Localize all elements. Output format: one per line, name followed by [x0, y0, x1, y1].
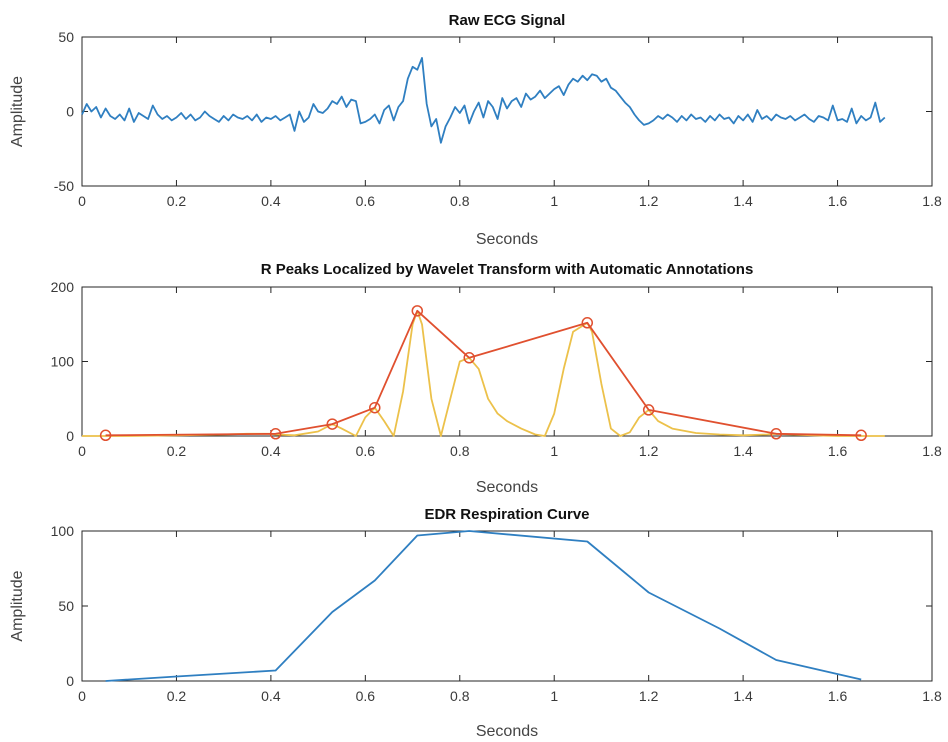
plot-title: R Peaks Localized by Wavelet Transform w…: [261, 261, 754, 278]
x-tick-label: 1.4: [733, 193, 753, 209]
x-tick-label: 0.6: [356, 443, 376, 459]
y-tick-label: 100: [51, 523, 75, 539]
x-tick-label: 0: [78, 688, 86, 704]
y-tick-label: 0: [66, 673, 74, 689]
x-tick-label: 1.8: [922, 688, 942, 704]
x-tick-label: 1.6: [828, 688, 848, 704]
x-axis-label: Seconds: [476, 479, 538, 496]
peak-marker: [770, 428, 782, 440]
x-tick-label: 1.4: [733, 443, 753, 459]
x-tick-label: 1.4: [733, 688, 753, 704]
x-tick-label: 0.6: [356, 688, 376, 704]
series-line-1: [81, 57, 886, 144]
x-tick-label: 1.2: [639, 443, 659, 459]
y-tick-label: 50: [58, 598, 74, 614]
panel-3: 0 0.2 0.4 0.6 0.8 1 1.2 1.4 1.6 1.8 0 50 100 EDR Resp…: [9, 506, 942, 740]
peak-marker: [463, 352, 475, 364]
x-tick-label: 1.6: [828, 193, 848, 209]
x-tick-label: 0.2: [167, 688, 187, 704]
panel-2: 0 0.2 0.4 0.6 0.8 1 1.2 1.4 1.6 1.8 0 100 200 R Peaks…: [51, 261, 942, 496]
x-tick-label: 0.4: [261, 688, 281, 704]
y-tick-label: 100: [51, 354, 75, 370]
x-tick-label: 0.2: [167, 443, 187, 459]
y-axis-label: Amplitude: [9, 570, 26, 641]
x-tick-label: 0: [78, 193, 86, 209]
x-tick-label: 1.6: [828, 443, 848, 459]
peak-marker: [855, 429, 867, 442]
plot-title: Raw ECG Signal: [449, 12, 566, 29]
y-tick-label: 0: [66, 104, 74, 120]
x-tick-label: 0.8: [450, 688, 470, 704]
peak-marker: [411, 305, 424, 317]
x-tick-label: 1.2: [639, 688, 659, 704]
peak-marker: [269, 428, 282, 440]
x-tick-label: 1: [550, 443, 558, 459]
peak-marker: [642, 404, 655, 416]
x-tick-label: 1: [550, 193, 558, 209]
x-tick-label: 0.4: [261, 193, 281, 209]
x-tick-label: 0: [78, 443, 86, 459]
x-tick-label: 1.2: [639, 193, 659, 209]
y-tick-label: -50: [54, 178, 74, 194]
peak-marker: [99, 429, 112, 442]
x-tick-label: 1.8: [922, 443, 942, 459]
series-line-1: [82, 309, 885, 437]
x-tick-label: 0.8: [450, 443, 470, 459]
peak-marker: [581, 317, 594, 329]
x-axis-label: Seconds: [476, 231, 538, 248]
y-axis-label: Amplitude: [9, 76, 26, 147]
x-tick-label: 0.6: [356, 193, 376, 209]
x-tick-label: 0.8: [450, 193, 470, 209]
x-tick-label: 0.2: [167, 193, 187, 209]
axes-box: [81, 530, 933, 682]
plot-title: EDR Respiration Curve: [424, 506, 589, 523]
y-tick-label: 50: [58, 29, 74, 45]
series-line-2: [105, 309, 862, 437]
x-tick-label: 1: [550, 688, 558, 704]
x-tick-label: 1.8: [922, 193, 942, 209]
axes-box: [81, 36, 933, 187]
y-tick-label: 0: [66, 428, 74, 444]
x-axis-label: Seconds: [476, 723, 538, 740]
axes-box: [81, 286, 933, 437]
x-tick-label: 0.4: [261, 443, 281, 459]
peak-marker: [326, 418, 339, 430]
peak-marker: [369, 401, 381, 414]
series-line-1: [105, 530, 862, 682]
y-tick-label: 200: [51, 279, 75, 295]
